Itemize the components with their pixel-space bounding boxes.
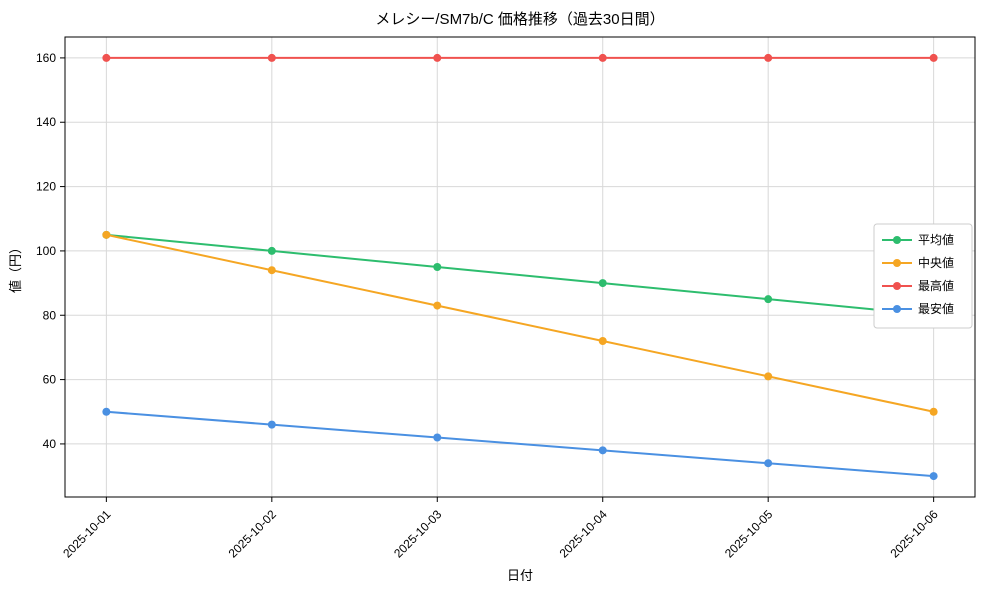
legend-marker [893,282,901,290]
y-tick-label: 140 [36,115,56,129]
y-axis-ticks: 40 60 80 100 120 140 160 [36,51,65,451]
legend-label: 最安値 [918,301,954,316]
y-tick-label: 80 [43,308,57,322]
data-point [764,53,773,62]
legend-label: 中央値 [918,255,954,270]
x-tick-label: 2025-10-02 [226,507,280,561]
data-point [267,266,276,275]
x-axis-label: 日付 [507,568,533,583]
data-point [929,407,938,416]
plot-border [64,36,976,498]
y-tick-label: 100 [36,244,56,258]
data-point [598,446,607,455]
legend-entry: 最安値 [882,301,954,316]
data-point [598,336,607,345]
data-point [764,372,773,381]
data-point [764,459,773,468]
plot-area [65,37,975,497]
series-3-line [106,410,934,478]
plot-group: 2025-10-01 2025-10-02 2025-10-03 2025-10-04… [36,36,976,561]
data-point [764,295,773,304]
x-axis-ticks: 2025-10-01 2025-10-02 2025-10-03 2025-10-04… [60,497,941,561]
data-point [433,301,442,310]
legend-marker [893,305,901,313]
series-1-line [106,233,934,413]
data-point [598,53,607,62]
legend-entry: 中央値 [882,255,954,270]
data-point [102,230,111,239]
y-tick-label: 120 [36,180,56,194]
y-tick-label: 40 [43,437,57,451]
legend-label: 最高値 [918,278,954,293]
data-point [433,53,442,62]
legend-marker [893,259,901,267]
series-3 [102,407,938,481]
data-point [102,407,111,416]
x-tick-label: 2025-10-05 [722,507,776,561]
legend-marker [893,236,901,244]
data-point [433,263,442,271]
legend-label: 平均値 [918,232,954,247]
y-axis-label: 値（円） [8,241,23,293]
series-0-line [106,233,934,317]
data-point [267,53,276,62]
legend-box [873,223,973,329]
x-tick-label: 2025-10-04 [557,507,611,561]
data-point [598,279,607,288]
data-point [929,53,938,62]
series-2 [102,53,938,62]
series-1 [102,230,938,416]
chart-title: メレシー/SM7b/C 価格推移（過去30日間） [375,11,664,28]
data-point [267,420,276,429]
legend-entry: 最高値 [882,278,954,293]
data-point [267,246,276,255]
y-tick-label: 160 [36,51,56,65]
data-point [102,53,111,62]
x-tick-label: 2025-10-01 [60,507,114,561]
legend-entry: 平均値 [882,232,954,247]
x-tick-label: 2025-10-03 [391,507,445,561]
x-tick-label: 2025-10-06 [887,507,941,561]
data-point [433,433,442,442]
y-tick-label: 60 [43,373,57,387]
data-point [929,472,938,481]
